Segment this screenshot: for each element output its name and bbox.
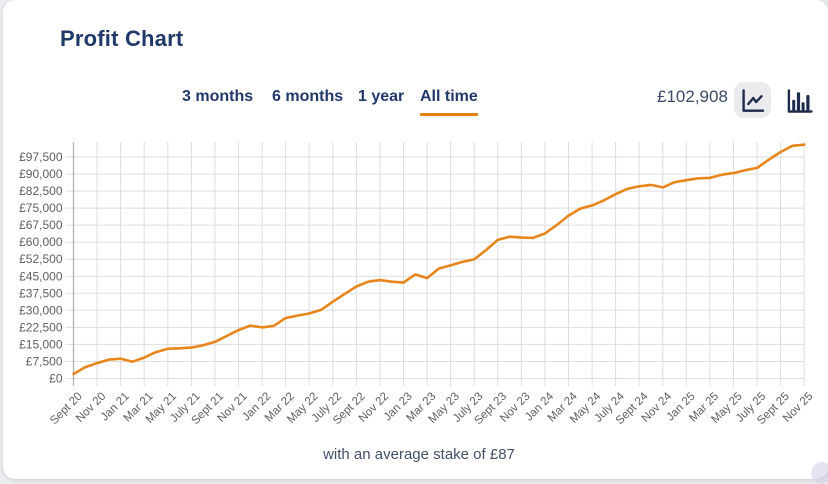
svg-text:£0: £0 <box>49 372 63 386</box>
svg-text:£7,500: £7,500 <box>26 355 63 369</box>
svg-text:£97,500: £97,500 <box>19 150 63 164</box>
svg-text:£60,000: £60,000 <box>19 235 63 249</box>
svg-text:£37,500: £37,500 <box>19 286 63 300</box>
svg-text:£22,500: £22,500 <box>19 320 63 334</box>
svg-text:£90,000: £90,000 <box>19 167 63 181</box>
svg-text:£15,000: £15,000 <box>19 337 63 351</box>
svg-text:£30,000: £30,000 <box>19 303 63 317</box>
svg-text:£52,500: £52,500 <box>19 252 63 266</box>
svg-text:£82,500: £82,500 <box>19 184 63 198</box>
svg-text:£75,000: £75,000 <box>19 201 63 215</box>
svg-text:£67,500: £67,500 <box>19 218 63 232</box>
svg-text:£45,000: £45,000 <box>19 269 63 283</box>
